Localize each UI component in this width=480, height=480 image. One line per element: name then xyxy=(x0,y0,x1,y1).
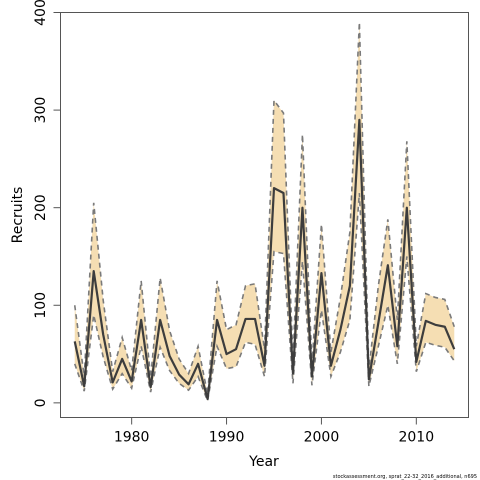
x-tick-label: 1980 xyxy=(114,430,150,446)
confidence-band xyxy=(74,22,455,401)
y-tick-label: 300 xyxy=(33,97,49,124)
y-tick-label: 100 xyxy=(33,292,49,319)
x-axis: 1980 1990 2000 2010 xyxy=(114,417,434,446)
x-tick-label: 2010 xyxy=(398,430,434,446)
x-tick-label: 1990 xyxy=(209,430,245,446)
estimate-line xyxy=(73,118,456,401)
lower-bound-line xyxy=(73,192,455,404)
footnote: stockassessment.org, sprat_22-32_2016_ad… xyxy=(333,474,477,480)
x-tick-label: 2000 xyxy=(304,430,340,446)
plot-area xyxy=(73,22,456,404)
y-tick-label: 400 xyxy=(33,0,49,26)
y-axis: 0 100 200 300 400 xyxy=(33,0,61,407)
plot-frame xyxy=(60,12,469,418)
y-tick-label: 0 xyxy=(33,398,49,407)
y-axis-title: Recruits xyxy=(10,187,26,244)
upper-bound-line xyxy=(73,22,456,395)
x-axis-title: Year xyxy=(248,454,279,470)
y-tick-label: 200 xyxy=(33,194,49,221)
